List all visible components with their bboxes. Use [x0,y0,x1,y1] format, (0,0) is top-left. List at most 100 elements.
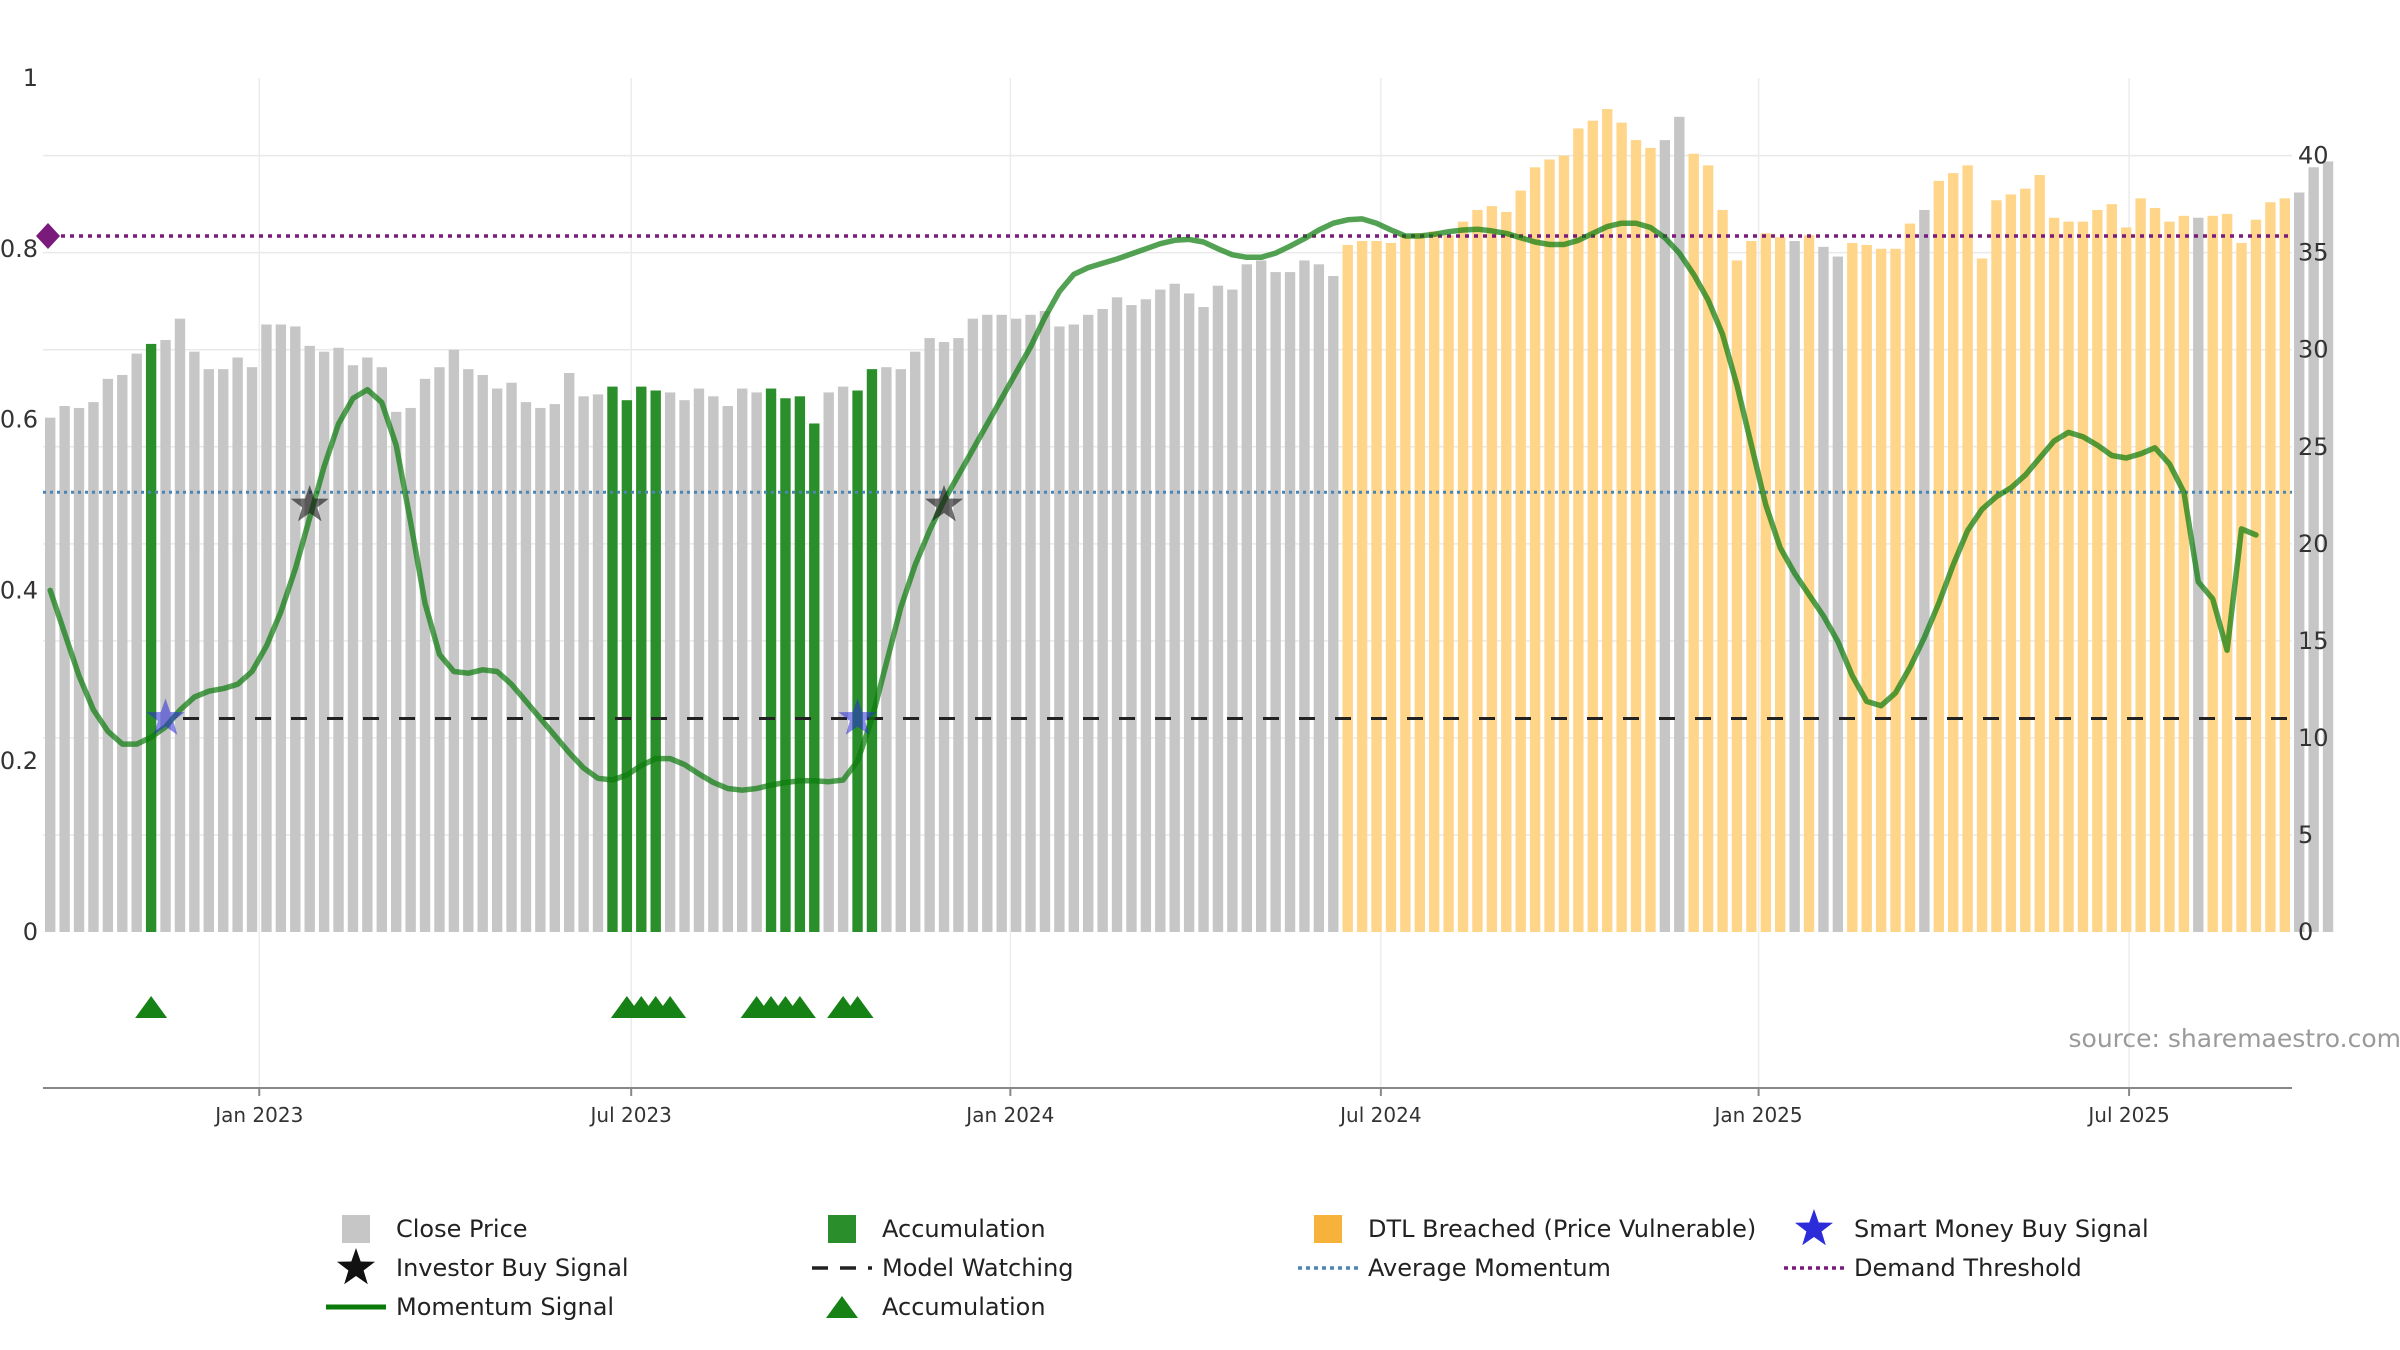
dtl-breached-bar [1414,233,1425,933]
close-price-bar [967,318,979,932]
close-price-bar [1010,318,1022,932]
dtl-breached-bar [1429,231,1440,933]
close-price-bar [1818,246,1829,933]
x-tick-label: Jul 2024 [1338,1103,1421,1127]
close-price-bar [751,392,762,933]
close-price-bar [160,340,171,933]
close-price-bar [1068,324,1079,932]
close-price-bar [117,374,128,932]
close-price-bar [218,369,229,932]
legend: Close Price Accumulation DTL Breached (Pri… [326,1209,2149,1321]
dtl-breached-bar [1731,260,1743,933]
investor-buy-star [290,485,329,522]
accumulation-panel [135,996,874,1018]
legend-momentum-signal-label: Momentum Signal [396,1293,614,1321]
dtl-breached-bar [1544,159,1555,932]
dtl-breached-bar [2020,188,2031,932]
close-price-bar [362,357,373,932]
momentum-signal-series [47,216,2259,793]
legend-investor-buy-signal-swatch [337,1248,375,1285]
close-price-bar [246,367,258,933]
dtl-breached-bar [1587,120,1598,932]
close-price-bar [376,367,387,933]
left-tick-label: 0.2 [0,747,38,775]
close-price-bar [1039,310,1051,933]
axes: Jan 2023 Jul 2023 Jan 2024 Jul 2024 Jan 2025… [0,64,2329,1127]
x-tick-label: Jan 2025 [1713,1103,1803,1127]
close-price-bar [1789,241,1800,932]
dtl-breached-bar [2121,227,2132,932]
close-price-bar [1284,272,1296,932]
dtl-breached-bar [2178,215,2190,932]
investor-buy-star [925,485,964,522]
dtl-breached-bar [1890,248,1901,933]
close-price-bar [174,318,186,932]
close-price-bar [549,404,560,932]
x-tick-label: Jan 2024 [964,1103,1054,1127]
close-price-bar [1832,256,1844,933]
close-price-bar [290,326,301,932]
dtl-breached-bar [2077,221,2089,933]
close-price-bar [131,353,142,932]
close-price-bar [982,314,993,933]
dtl-breached-bar [1515,190,1526,932]
right-tick-label: 30 [2298,336,2329,364]
accumulation-bar [794,396,806,932]
smart-money-buy-star [838,698,877,735]
dtl-breached-bar [1991,200,2002,932]
dtl-breached-bar [1976,258,1988,933]
close-price-bar [679,400,690,932]
legend-investor-buy-signal-label: Investor Buy Signal [396,1254,629,1282]
close-price-bar [1659,140,1671,933]
left-tick-label: 0.4 [0,576,38,604]
accumulation-triangle [135,996,168,1018]
demand-threshold-marker [36,222,60,249]
reference-lines [36,222,2292,720]
close-price-bar [996,314,1007,933]
close-price-bar [1083,314,1094,933]
close-price-bar [953,338,964,933]
x-tick-label: Jan 2023 [213,1103,303,1127]
right-tick-label: 5 [2298,821,2313,849]
dtl-breached-bar [1400,235,1411,933]
dtl-breached-bar [2279,198,2290,932]
close-price-bar [333,347,344,932]
legend-accumulation-triangle: Accumulation [826,1293,1046,1321]
close-price-bar [578,396,589,932]
dtl-breached-bar [1616,122,1627,932]
dtl-breached-bar [1933,180,1944,933]
dtl-breached-bar [2149,208,2161,933]
accumulation-bar [866,369,878,932]
dtl-breached-bar [1717,209,1728,932]
right-tick-label: 20 [2298,530,2329,558]
right-tick-label: 10 [2298,724,2329,752]
dtl-breached-bar [1472,209,1483,932]
dtl-breached-bar [1443,235,1454,933]
dtl-breached-bar [1688,153,1699,933]
close-price-bar [405,407,416,932]
dtl-breached-bar [1342,244,1353,932]
dtl-breached-bar [2250,219,2262,932]
legend-smart-money-buy-signal: Smart Money Buy Signal [1795,1209,2149,1246]
close-price-bar [491,388,503,933]
close-price-bar [1126,305,1137,932]
legend-momentum-signal: Momentum Signal [326,1293,614,1321]
close-price-bar [88,402,99,932]
accumulation-bar [621,400,633,932]
dtl-breached-bar [2063,221,2074,933]
dtl-breached-bar [1746,241,1757,932]
left-tick-label: 0 [23,918,38,946]
close-price-bar [737,388,748,933]
dtl-breached-bar [2221,213,2233,932]
close-price-bar [102,378,114,932]
close-price-bar [823,392,834,933]
dtl-breached-bar [1875,248,1887,933]
legend-model-watching: Model Watching [812,1254,1074,1282]
dtl-breached-bar [1861,244,1872,932]
accumulation-bar [852,390,863,933]
dtl-breached-bar [1501,211,1512,932]
legend-dtl-breached: DTL Breached (Price Vulnerable) [1314,1215,1756,1243]
close-price-bar [463,369,474,932]
dtl-breached-bar [1371,241,1382,932]
